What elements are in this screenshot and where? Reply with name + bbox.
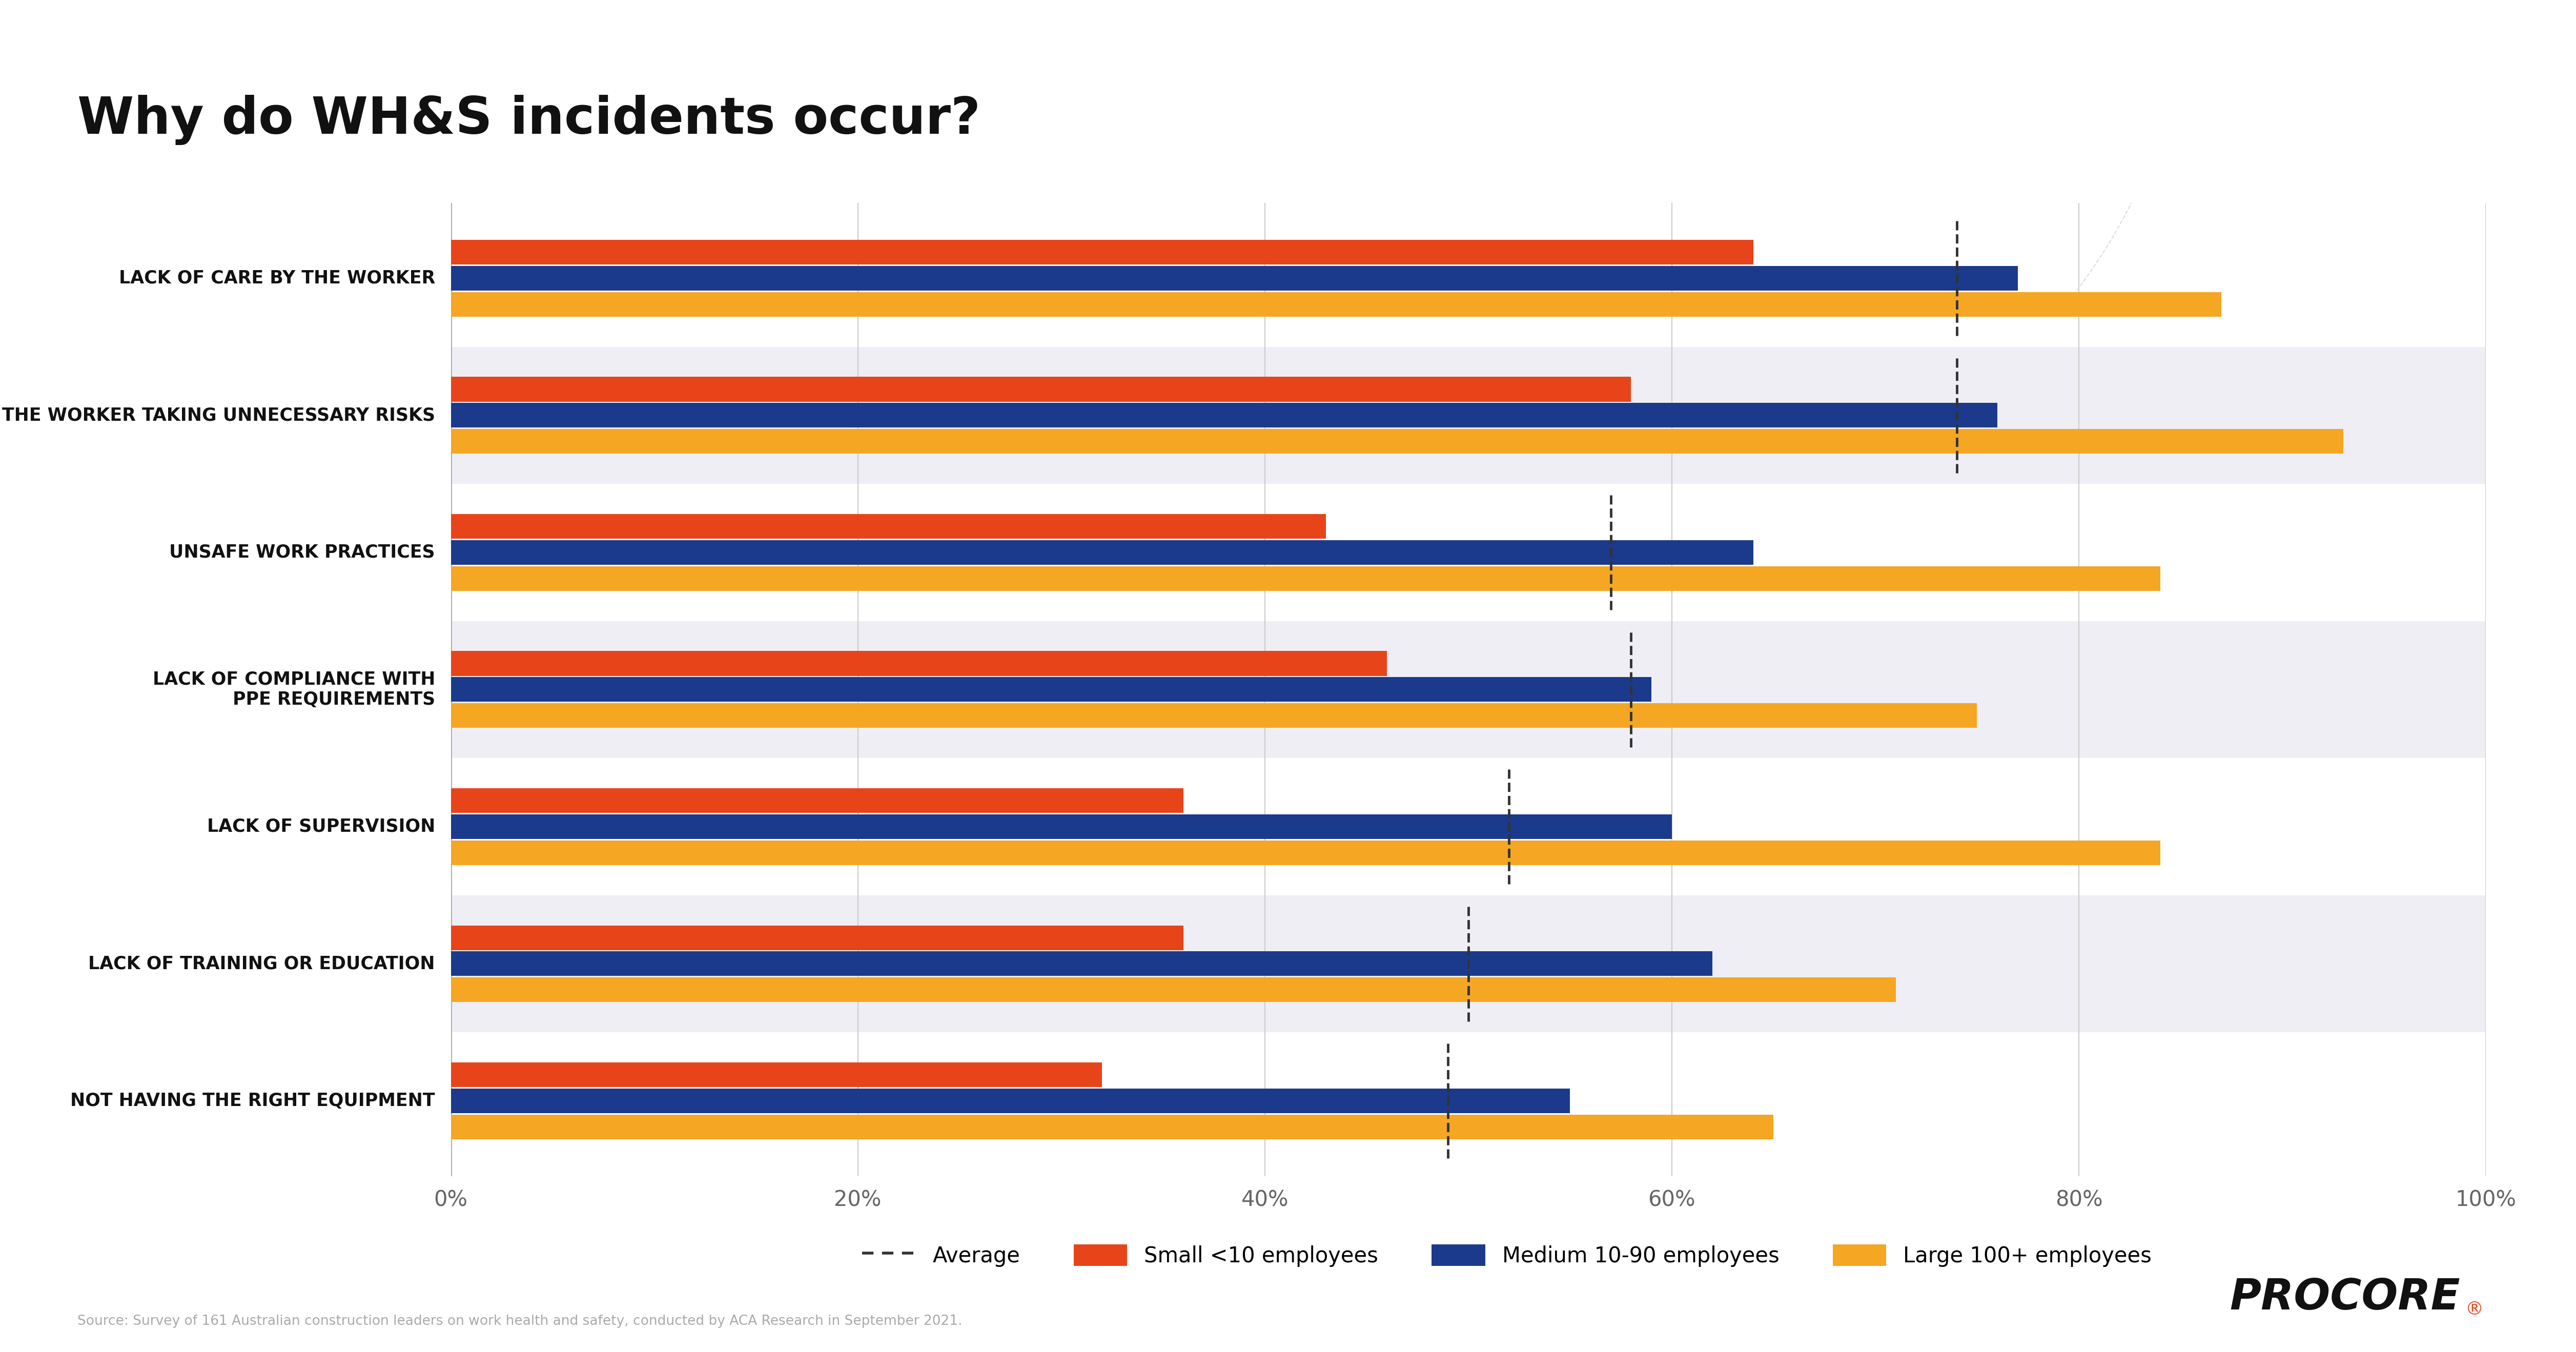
Bar <box>451 210 2486 346</box>
Bar <box>451 1088 1569 1113</box>
Bar <box>451 652 1386 676</box>
Bar <box>451 677 1651 702</box>
Bar <box>451 429 2344 454</box>
Text: Source: Survey of 161 Australian construction leaders on work health and safety,: Source: Survey of 161 Australian constru… <box>77 1314 963 1328</box>
Bar <box>451 1114 1772 1140</box>
Bar <box>451 814 1672 840</box>
Bar <box>451 977 1896 1002</box>
Bar <box>451 1033 2486 1169</box>
Bar <box>451 566 2161 591</box>
Bar <box>451 239 1754 265</box>
Bar <box>451 1063 1103 1087</box>
Text: Why do WH&S incidents occur?: Why do WH&S incidents occur? <box>77 95 981 145</box>
Bar <box>451 539 1754 565</box>
Bar <box>451 758 2486 895</box>
Bar <box>451 292 2221 316</box>
Bar <box>451 346 2486 484</box>
Bar <box>451 621 2486 758</box>
Legend: Average, Small <10 employees, Medium 10-90 employees, Large 100+ employees: Average, Small <10 employees, Medium 10-… <box>863 1244 2151 1267</box>
Bar <box>451 484 2486 621</box>
Bar <box>451 403 1996 427</box>
Bar <box>451 514 1327 538</box>
Bar <box>451 266 2017 291</box>
Text: ®: ® <box>2465 1301 2483 1318</box>
Bar <box>451 788 1182 813</box>
Bar <box>451 703 1978 727</box>
Bar <box>451 377 1631 402</box>
Bar <box>451 925 1182 950</box>
Bar <box>451 895 2486 1033</box>
Bar <box>451 841 2161 865</box>
Bar <box>451 952 1713 976</box>
Text: PROCORE: PROCORE <box>2231 1276 2460 1318</box>
